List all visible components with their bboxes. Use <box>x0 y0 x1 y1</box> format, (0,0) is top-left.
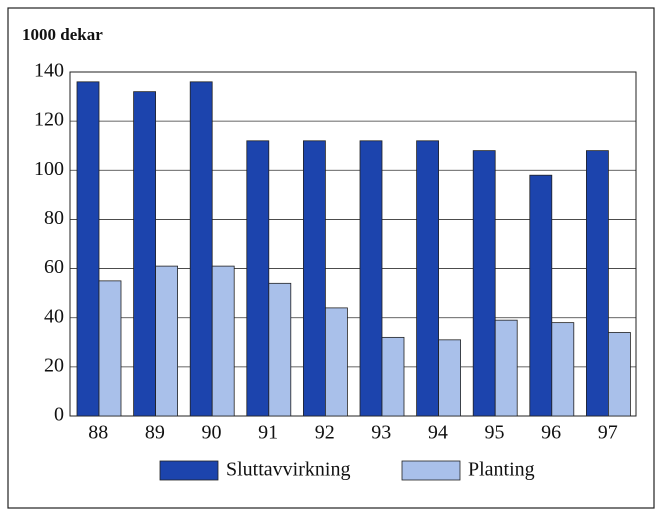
bar <box>359 140 383 417</box>
bar <box>494 319 518 417</box>
y-tick-label: 20 <box>44 354 64 376</box>
legend-swatch <box>401 460 461 481</box>
y-tick-label: 120 <box>34 109 64 131</box>
legend-label: Planting <box>468 459 535 481</box>
bar <box>324 307 348 417</box>
x-tick-label: 96 <box>541 422 561 444</box>
y-tick-label: 80 <box>44 207 64 229</box>
legend-swatch <box>159 460 219 481</box>
bar <box>189 81 213 417</box>
chart-title: 1000 dekar <box>22 25 103 44</box>
bar <box>586 150 609 417</box>
x-tick-label: 91 <box>258 422 278 444</box>
x-tick-label: 88 <box>88 422 108 444</box>
y-tick-label: 0 <box>54 404 64 426</box>
bar <box>551 322 575 417</box>
frame <box>7 7 655 509</box>
x-tick-label: 97 <box>598 422 618 444</box>
x-tick-label: 92 <box>315 422 335 444</box>
plot-border <box>69 71 637 417</box>
x-tick-label: 94 <box>428 422 448 444</box>
y-tick-label: 40 <box>44 305 64 327</box>
y-tick-label: 140 <box>34 60 64 82</box>
bar <box>302 140 326 417</box>
x-tick-label: 95 <box>485 422 505 444</box>
bar <box>416 140 440 417</box>
x-tick-label: 93 <box>371 422 391 444</box>
bar <box>268 282 292 417</box>
bar <box>438 339 462 417</box>
bar <box>155 265 179 417</box>
x-tick-label: 89 <box>145 422 165 444</box>
y-tick-label: 100 <box>34 158 64 180</box>
x-tick-label: 90 <box>202 422 222 444</box>
y-tick-label: 60 <box>44 256 64 278</box>
bar <box>76 81 100 417</box>
legend-label: Sluttavvirkning <box>226 459 350 481</box>
bar <box>98 280 122 417</box>
bar <box>472 150 496 417</box>
bar <box>529 174 553 417</box>
bar <box>246 140 270 417</box>
bar <box>211 265 235 417</box>
bar <box>133 91 157 417</box>
bar <box>381 336 405 417</box>
bar <box>608 332 631 417</box>
